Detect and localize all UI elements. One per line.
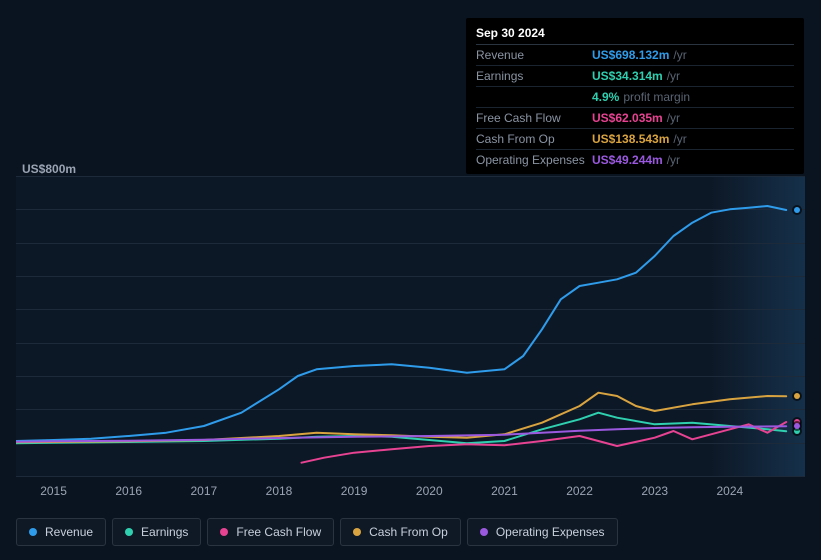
legend-swatch-icon <box>125 528 133 536</box>
legend-label: Cash From Op <box>369 525 448 539</box>
tooltip-row-label: Cash From Op <box>476 132 592 146</box>
y-axis-label: US$800m <box>22 162 76 176</box>
x-axis-label: 2016 <box>115 484 142 498</box>
x-axis-label: 2015 <box>40 484 67 498</box>
series-end-marker <box>794 393 800 399</box>
legend-label: Free Cash Flow <box>236 525 321 539</box>
tooltip-row-label: Earnings <box>476 69 592 83</box>
tooltip-row-unit: profit margin <box>623 90 690 104</box>
gridline <box>16 476 805 477</box>
legend-swatch-icon <box>29 528 37 536</box>
legend-swatch-icon <box>480 528 488 536</box>
chart-plot-area[interactable] <box>16 176 805 476</box>
legend-item[interactable]: Cash From Op <box>340 518 461 546</box>
tooltip-row-value: 4.9% <box>592 90 619 104</box>
tooltip-row-value: US$62.035m <box>592 111 663 125</box>
x-axis-label: 2017 <box>190 484 217 498</box>
series-line <box>16 206 786 441</box>
tooltip-row: Free Cash FlowUS$62.035m/yr <box>476 108 794 129</box>
legend-label: Earnings <box>141 525 188 539</box>
x-axis-label: 2024 <box>716 484 743 498</box>
series-end-marker <box>794 423 800 429</box>
x-axis-label: 2022 <box>566 484 593 498</box>
legend-item[interactable]: Free Cash Flow <box>207 518 334 546</box>
financials-chart: US$800mUS$0-US$100m <box>16 158 805 478</box>
tooltip-row-unit: /yr <box>667 111 680 125</box>
tooltip-row-unit: /yr <box>667 69 680 83</box>
legend-swatch-icon <box>220 528 228 536</box>
x-axis-label: 2019 <box>341 484 368 498</box>
x-axis-label: 2020 <box>416 484 443 498</box>
chart-x-axis: 2015 2016 2017 2018 2019 2020 2021 2022 2023 2024 <box>16 484 805 502</box>
legend-swatch-icon <box>353 528 361 536</box>
tooltip-row: RevenueUS$698.132m/yr <box>476 45 794 66</box>
tooltip-row: Cash From OpUS$138.543m/yr <box>476 129 794 150</box>
tooltip-row-value: US$34.314m <box>592 69 663 83</box>
legend-label: Operating Expenses <box>496 525 605 539</box>
tooltip-row-unit: /yr <box>673 48 686 62</box>
chart-lines <box>16 176 805 476</box>
chart-legend: Revenue Earnings Free Cash Flow Cash From O… <box>16 518 618 546</box>
series-end-marker <box>794 207 800 213</box>
tooltip-row-label: Revenue <box>476 48 592 62</box>
series-line <box>16 426 786 441</box>
tooltip-row: 4.9% profit margin <box>476 87 794 108</box>
tooltip-row: EarningsUS$34.314m/yr <box>476 66 794 87</box>
x-axis-label: 2021 <box>491 484 518 498</box>
x-axis-label: 2023 <box>641 484 668 498</box>
tooltip-row-unit: /yr <box>673 132 686 146</box>
tooltip-row-value: US$138.543m <box>592 132 669 146</box>
tooltip-row-value: US$698.132m <box>592 48 669 62</box>
tooltip-date: Sep 30 2024 <box>476 24 794 45</box>
chart-tooltip: Sep 30 2024 RevenueUS$698.132m/yrEarning… <box>466 18 804 174</box>
legend-item[interactable]: Operating Expenses <box>467 518 618 546</box>
legend-label: Revenue <box>45 525 93 539</box>
legend-item[interactable]: Earnings <box>112 518 201 546</box>
legend-item[interactable]: Revenue <box>16 518 106 546</box>
x-axis-label: 2018 <box>266 484 293 498</box>
tooltip-row-label: Free Cash Flow <box>476 111 592 125</box>
